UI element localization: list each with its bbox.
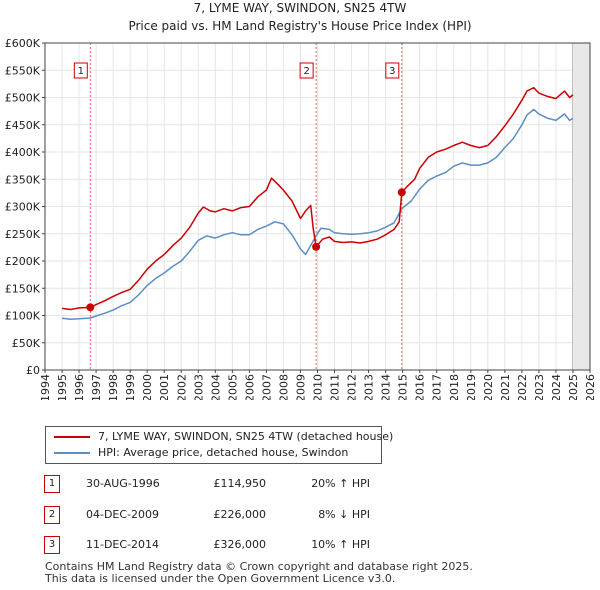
sale-point	[397, 188, 406, 197]
sale-marker-label: 1	[78, 66, 84, 77]
x-tick-label: 1997	[90, 374, 103, 400]
future-shade	[572, 43, 590, 370]
x-tick-label: 2021	[499, 374, 512, 400]
sale-marker-label: 3	[389, 66, 395, 77]
x-tick-label: 2012	[346, 374, 359, 400]
y-tick-label: £600K	[5, 37, 41, 50]
y-tick-label: £400K	[5, 146, 41, 159]
sale-date: 30-AUG-1996	[86, 477, 160, 490]
sale-date: 04-DEC-2009	[86, 508, 160, 521]
sale-number-badge: 3	[44, 536, 60, 554]
x-tick-label: 2016	[414, 374, 427, 400]
series-lines	[61, 86, 574, 321]
y-tick-label: £450K	[5, 119, 41, 132]
x-tick-label: 2020	[482, 374, 495, 400]
x-tick-label: 2007	[260, 374, 273, 400]
x-tick-label: 2015	[397, 374, 410, 400]
x-tick-label: 1998	[107, 374, 120, 400]
x-axis-ticks: 1994 1995 1996 1997 1998 1999 2000 2001 2002 2003…	[39, 370, 597, 400]
sale-marker-lines	[89, 43, 403, 370]
footer-attribution: Contains HM Land Registry data © Crown c…	[45, 561, 473, 585]
series-line-property	[61, 86, 574, 311]
x-tick-label: 2005	[226, 374, 239, 400]
x-tick-label: 2004	[209, 374, 222, 400]
sale-markers: 1 2 3	[73, 62, 406, 312]
x-tick-label: 2006	[243, 374, 256, 400]
legend-swatch-hpi	[54, 452, 90, 454]
plot-border	[44, 42, 591, 371]
sale-row: 2 04-DEC-2009 £226,000 8% ↓ HPI	[0, 505, 600, 525]
x-tick-label: 2017	[431, 374, 444, 400]
chart-subtitle: Price paid vs. HM Land Registry's House …	[128, 19, 471, 33]
sale-number-badge: 1	[44, 475, 60, 493]
y-tick-label: £100K	[5, 310, 41, 323]
legend: 7, LYME WAY, SWINDON, SN25 4TW (detached…	[45, 426, 393, 464]
price-chart: 7, LYME WAY, SWINDON, SN25 4TW Price pai…	[5, 1, 597, 400]
y-tick-label: £550K	[5, 64, 41, 77]
footer-line-copyright: Contains HM Land Registry data © Crown c…	[45, 560, 473, 573]
x-tick-label: 2018	[448, 374, 461, 400]
y-tick-label: £350K	[5, 173, 41, 186]
sale-marker-label: 2	[303, 66, 309, 77]
x-tick-label: 1995	[56, 374, 69, 400]
sale-marker-box	[385, 62, 400, 79]
x-tick-label: 2001	[158, 374, 171, 400]
x-tick-label: 2024	[550, 374, 563, 400]
x-tick-label: 2013	[363, 374, 376, 400]
x-tick-label: 2010	[312, 374, 325, 400]
footer-line-licence: This data is licensed under the Open Gov…	[45, 572, 396, 585]
sale-marker-box	[73, 62, 88, 79]
x-tick-label: 2011	[329, 374, 342, 400]
x-tick-label: 2026	[584, 374, 597, 400]
x-tick-label: 1999	[124, 374, 137, 400]
sale-marker-box	[299, 62, 314, 79]
sale-point	[86, 303, 95, 312]
grid-lines	[44, 42, 591, 371]
series-line-hpi	[61, 108, 574, 321]
sale-hpi-change: 20% ↑ HPI	[311, 477, 370, 490]
x-tick-label: 2000	[141, 374, 154, 400]
sale-date: 11-DEC-2014	[86, 538, 160, 551]
y-axis-ticks: £0 £50K £100K £150K £200K £250K £300K £350K £400…	[5, 37, 45, 377]
sale-number-badge: 2	[44, 506, 60, 524]
x-tick-label: 2002	[175, 374, 188, 400]
sale-price: £114,950	[213, 477, 267, 490]
sale-price: £226,000	[213, 508, 267, 521]
y-tick-label: £0	[26, 364, 40, 377]
sale-point	[312, 242, 321, 251]
y-tick-label: £200K	[5, 255, 41, 268]
sale-row: 1 30-AUG-1996 £114,950 20% ↑ HPI	[0, 474, 600, 494]
y-tick-label: £250K	[5, 228, 41, 241]
chart-title: 7, LYME WAY, SWINDON, SN25 4TW	[194, 1, 407, 15]
x-tick-label: 2014	[380, 374, 393, 400]
y-tick-label: £150K	[5, 282, 41, 295]
x-tick-label: 1996	[73, 374, 86, 400]
x-tick-label: 1994	[39, 374, 52, 400]
x-tick-label: 2023	[533, 374, 546, 400]
y-tick-label: £50K	[12, 337, 41, 350]
legend-label-hpi: HPI: Average price, detached house, Swin…	[98, 446, 349, 459]
x-tick-label: 2025	[567, 374, 580, 400]
x-tick-label: 2022	[516, 374, 529, 400]
sale-row: 3 11-DEC-2014 £326,000 10% ↑ HPI	[0, 535, 600, 555]
sale-hpi-change: 8% ↓ HPI	[318, 508, 370, 521]
x-tick-label: 2008	[277, 374, 290, 400]
legend-swatch-property	[54, 436, 90, 438]
x-tick-label: 2003	[192, 374, 205, 400]
legend-label-property: 7, LYME WAY, SWINDON, SN25 4TW (detached…	[98, 430, 394, 443]
x-tick-label: 2009	[294, 374, 307, 400]
sale-hpi-change: 10% ↑ HPI	[311, 538, 370, 551]
sale-price: £326,000	[213, 538, 267, 551]
y-tick-label: £300K	[5, 201, 41, 214]
x-tick-label: 2019	[465, 374, 478, 400]
y-tick-label: £500K	[5, 92, 41, 105]
